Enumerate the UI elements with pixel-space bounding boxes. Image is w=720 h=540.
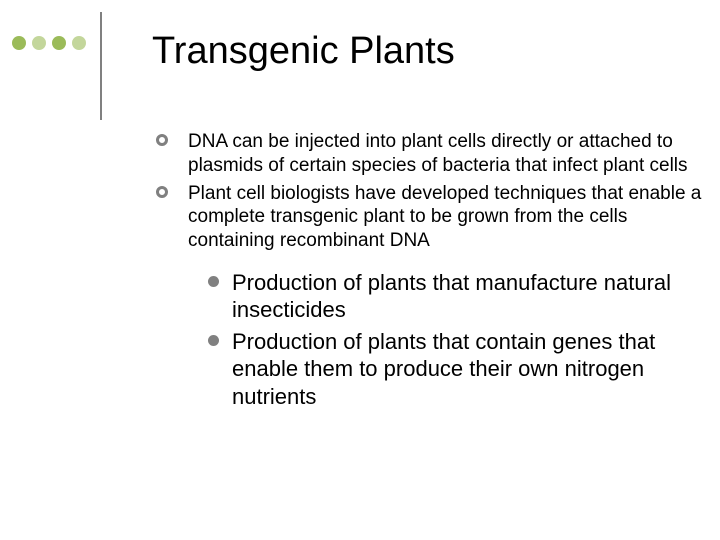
slide-title: Transgenic Plants	[152, 30, 455, 73]
slide-body: DNA can be injected into plant cells dir…	[152, 130, 704, 414]
accent-dot-icon	[52, 36, 66, 50]
sub-list-item: Production of plants that contain genes …	[208, 328, 704, 411]
sub-list-item-text: Production of plants that manufacture na…	[232, 270, 671, 323]
disc-bullet-icon	[208, 335, 219, 346]
list-item-text: Plant cell biologists have developed tec…	[188, 183, 701, 252]
accent-dot-icon	[72, 36, 86, 50]
vertical-divider	[100, 12, 102, 120]
sub-list-item: Production of plants that manufacture na…	[208, 269, 704, 324]
ring-bullet-icon	[156, 186, 168, 198]
sub-list-item-text: Production of plants that contain genes …	[232, 329, 655, 409]
slide: Transgenic Plants DNA can be injected in…	[0, 0, 720, 540]
accent-dot-icon	[12, 36, 26, 50]
list-item-text: DNA can be injected into plant cells dir…	[188, 131, 688, 176]
ring-bullet-icon	[156, 134, 168, 146]
list-item: Plant cell biologists have developed tec…	[152, 182, 704, 253]
list-item: DNA can be injected into plant cells dir…	[152, 130, 704, 178]
accent-dot-row	[12, 36, 86, 50]
accent-dot-icon	[32, 36, 46, 50]
disc-bullet-icon	[208, 276, 219, 287]
